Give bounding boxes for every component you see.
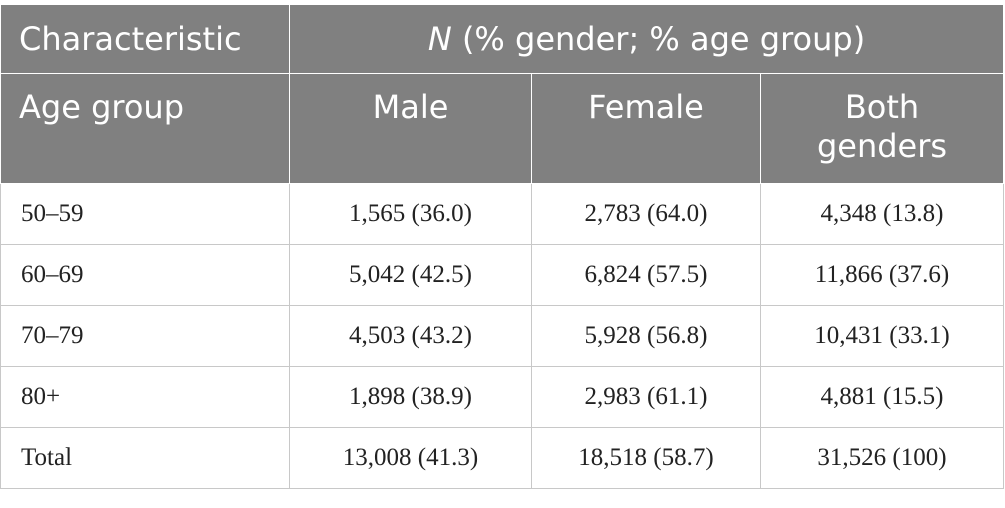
age-cell: 70–79 [1,306,290,367]
age-group-header: Age group [1,74,290,184]
both-cell: 11,866 (37.6) [761,245,1004,306]
both-cell: 4,348 (13.8) [761,184,1004,245]
header-row-2: Age group Male Female Both genders [1,74,1004,184]
table-row: 70–79 4,503 (43.2) 5,928 (56.8) 10,431 (… [1,306,1004,367]
age-cell: 60–69 [1,245,290,306]
female-cell: 6,824 (57.5) [532,245,761,306]
n-symbol: N [428,20,452,58]
data-table: Characteristic N (% gender; % age group)… [0,4,1004,489]
male-cell: 1,898 (38.9) [290,367,532,428]
table-row: 60–69 5,042 (42.5) 6,824 (57.5) 11,866 (… [1,245,1004,306]
n-header: N (% gender; % age group) [290,5,1004,74]
female-header: Female [532,74,761,184]
male-cell: 13,008 (41.3) [290,428,532,489]
table-header: Characteristic N (% gender; % age group)… [1,5,1004,184]
both-genders-header-line2: genders [817,127,947,165]
table-row: 50–59 1,565 (36.0) 2,783 (64.0) 4,348 (1… [1,184,1004,245]
header-row-1: Characteristic N (% gender; % age group) [1,5,1004,74]
both-cell: 31,526 (100) [761,428,1004,489]
both-cell: 10,431 (33.1) [761,306,1004,367]
age-cell: Total [1,428,290,489]
female-cell: 2,783 (64.0) [532,184,761,245]
n-header-description: (% gender; % age group) [452,20,865,58]
table-row: 80+ 1,898 (38.9) 2,983 (61.1) 4,881 (15.… [1,367,1004,428]
female-cell: 2,983 (61.1) [532,367,761,428]
male-header: Male [290,74,532,184]
female-cell: 18,518 (58.7) [532,428,761,489]
male-cell: 4,503 (43.2) [290,306,532,367]
age-cell: 80+ [1,367,290,428]
table-body: 50–59 1,565 (36.0) 2,783 (64.0) 4,348 (1… [1,184,1004,489]
both-cell: 4,881 (15.5) [761,367,1004,428]
both-genders-header: Both genders [761,74,1004,184]
table-row-total: Total 13,008 (41.3) 18,518 (58.7) 31,526… [1,428,1004,489]
male-cell: 5,042 (42.5) [290,245,532,306]
female-cell: 5,928 (56.8) [532,306,761,367]
both-genders-header-line1: Both [845,88,919,126]
male-cell: 1,565 (36.0) [290,184,532,245]
characteristic-header: Characteristic [1,5,290,74]
age-cell: 50–59 [1,184,290,245]
